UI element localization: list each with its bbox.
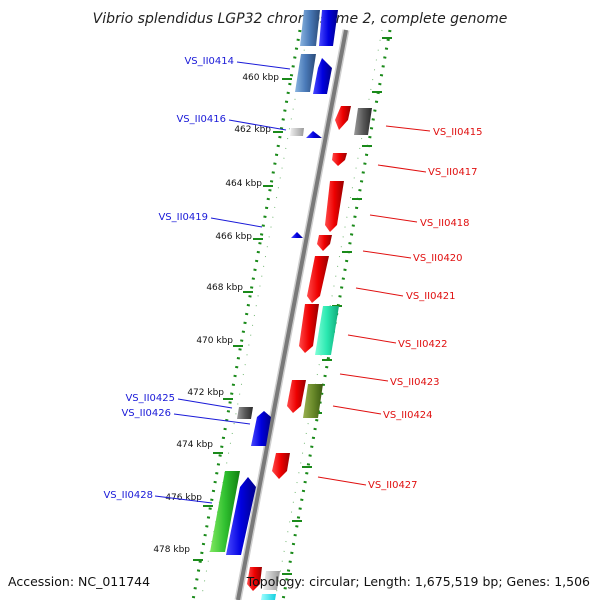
topology-text: Topology: circular; Length: 1,675,519 bp… <box>246 574 590 589</box>
gene-vs-ii0421 <box>307 256 329 303</box>
label-vs-ii0422: VS_II0422 <box>398 339 448 350</box>
gene-vs-ii0419 <box>291 232 303 238</box>
gene-vs-ii0428 <box>226 477 256 555</box>
gene-steel-top <box>300 10 320 46</box>
kbp-label-466: 466 kbp <box>215 232 252 242</box>
left-leaders <box>154 61 291 504</box>
gene-vs-ii0420 <box>317 235 332 251</box>
kbp-label-460: 460 kbp <box>242 73 279 83</box>
kbp-label-476: 476 kbp <box>165 493 202 503</box>
right-leaders <box>317 125 431 486</box>
label-vs-ii0423: VS_II0423 <box>390 377 440 388</box>
label-vs-ii0425: VS_II0425 <box>125 393 175 404</box>
label-vs-ii0416: VS_II0416 <box>176 114 226 125</box>
genome-backbone-core <box>236 29 348 600</box>
track-ticks <box>193 37 392 575</box>
gene-vs-ii0422-teal <box>315 306 339 355</box>
label-vs-ii0428: VS_II0428 <box>103 490 153 501</box>
kbp-label-470: 470 kbp <box>196 336 233 346</box>
gene-vs-ii0416-grey <box>290 128 304 136</box>
kbp-label-462: 462 kbp <box>234 125 271 135</box>
gene-vs-ii0416 <box>306 131 322 138</box>
kbp-label-478: 478 kbp <box>153 545 190 555</box>
reverse-track-line <box>191 29 302 600</box>
label-vs-ii0414: VS_II0414 <box>184 56 234 67</box>
gene-vs-ii0425 <box>237 407 253 419</box>
gene-bottom-red <box>247 567 262 591</box>
kbp-label-468: 468 kbp <box>206 283 243 293</box>
gene-vs-ii0424 <box>303 384 323 418</box>
gene-vs-ii0426 <box>251 411 271 446</box>
gene-vs-ii0414-a <box>295 54 316 92</box>
label-vs-ii0419: VS_II0419 <box>158 212 208 223</box>
gene-blue-top <box>319 10 338 46</box>
kbp-label-464: 464 kbp <box>225 179 262 189</box>
kbp-label-474: 474 kbp <box>176 440 213 450</box>
gene-vs-ii0422 <box>299 304 319 353</box>
gene-vs-ii0417 <box>332 153 347 166</box>
gene-bottom-grey <box>263 571 280 590</box>
gene-vs-ii0423 <box>287 380 306 413</box>
label-vs-ii0424: VS_II0424 <box>383 410 433 421</box>
kbp-label-472: 472 kbp <box>187 388 224 398</box>
gene-vs-ii0414 <box>313 58 332 94</box>
label-vs-ii0418: VS_II0418 <box>420 218 470 229</box>
label-vs-ii0426: VS_II0426 <box>121 408 171 419</box>
label-vs-ii0421: VS_II0421 <box>406 291 456 302</box>
gene-bottom-cyan <box>261 594 276 600</box>
genome-title: Vibrio splendidus LGP32 chromosome 2, co… <box>93 11 508 27</box>
label-vs-ii0427: VS_II0427 <box>368 480 418 491</box>
gene-vs-ii0428-green <box>210 471 240 552</box>
label-vs-ii0415: VS_II0415 <box>433 127 483 138</box>
gene-vs-ii0415-grey <box>354 108 372 135</box>
gene-vs-ii0415 <box>335 106 351 130</box>
gene-vs-ii0418 <box>325 181 344 232</box>
gene-vs-ii0427 <box>272 453 290 479</box>
label-vs-ii0420: VS_II0420 <box>413 253 463 264</box>
accession-text: Accession: NC_011744 <box>8 574 150 589</box>
label-vs-ii0417: VS_II0417 <box>428 167 478 178</box>
